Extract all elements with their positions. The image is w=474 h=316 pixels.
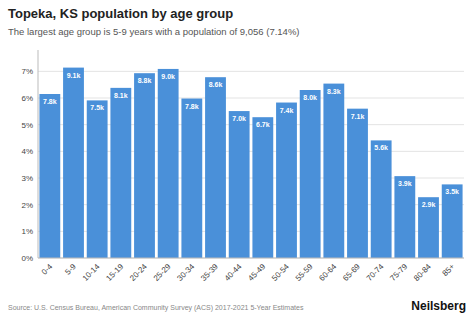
bar-label: 7.8k: [185, 103, 199, 110]
bar-label: 8.6k: [209, 81, 223, 88]
bar: [110, 88, 131, 258]
bar: [87, 100, 108, 258]
source: Source: U.S. Census Bureau, American Com…: [8, 304, 304, 312]
bar: [323, 84, 344, 258]
x-tick-label: 50-54: [270, 262, 291, 283]
x-tick-label: 30-34: [175, 262, 196, 283]
subtitle: The largest age group is 5-9 years with …: [8, 26, 300, 37]
bar-label: 3.9k: [398, 180, 412, 187]
x-tick-label: 25-29: [152, 262, 173, 283]
bar: [63, 68, 84, 258]
chart: Topeka, KS population by age group The la…: [0, 0, 474, 316]
bar-label: 7.8k: [43, 98, 57, 105]
grid-line: [38, 98, 464, 99]
bar: [300, 90, 321, 258]
grid-line: [38, 258, 464, 259]
bar: [158, 69, 179, 258]
bar: [229, 111, 250, 258]
bar: [347, 109, 368, 258]
bar-label: 2.9k: [422, 201, 436, 208]
y-tick-label: 1%: [21, 227, 33, 236]
bar-label: 5.6k: [374, 144, 388, 151]
bar-label: 6.7k: [256, 121, 270, 128]
bar: [418, 197, 439, 258]
x-tick-label: 45-49: [246, 262, 267, 283]
y-tick-label: 4%: [21, 147, 33, 156]
x-tick-label: 20-24: [128, 262, 149, 283]
x-tick-label: 15-19: [104, 262, 125, 283]
bar: [252, 117, 273, 258]
bar-label: 7.0k: [232, 115, 246, 122]
bar-label: 8.8k: [138, 77, 152, 84]
bar: [371, 140, 392, 258]
bars: [39, 68, 462, 258]
x-tick-label: 70-74: [365, 262, 386, 283]
x-tick-label: 0-4: [40, 262, 55, 277]
y-tick-label: 2%: [21, 201, 33, 210]
y-tick-label: 0%: [21, 254, 33, 263]
bar: [39, 94, 60, 258]
y-tick-label: 6%: [21, 94, 33, 103]
y-tick-label: 3%: [21, 174, 33, 183]
y-axis-line: [38, 50, 39, 258]
bar-label: 8.1k: [114, 92, 128, 99]
bar: [394, 176, 415, 258]
x-tick-label: 60-64: [317, 262, 338, 283]
x-axis-line: [38, 258, 464, 259]
x-tick-label: 65-69: [341, 262, 362, 283]
bar-label: 8.3k: [327, 88, 341, 95]
bar: [181, 99, 202, 258]
grid-line: [38, 71, 464, 72]
bar: [442, 184, 463, 258]
y-tick-label: 5%: [21, 121, 33, 130]
x-tick-label: 75-79: [388, 262, 409, 283]
x-tick-label: 10-14: [81, 262, 102, 283]
bar-label: 9.0k: [161, 73, 175, 80]
bar-label: 9.1k: [67, 72, 81, 79]
bar: [276, 103, 297, 258]
bar-label: 8.0k: [303, 94, 317, 101]
bar: [134, 73, 155, 258]
branding: Neilsberg: [411, 299, 466, 313]
y-tick-label: 7%: [21, 67, 33, 76]
x-tick-label: 5-9: [63, 262, 78, 277]
bar-label: 7.5k: [90, 104, 104, 111]
x-tick-label: 35-39: [199, 262, 220, 283]
bar-label: 3.5k: [445, 188, 459, 195]
title: Topeka, KS population by age group: [8, 6, 233, 21]
x-tick-label: 85+: [441, 262, 457, 278]
x-tick-label: 80-84: [412, 262, 433, 283]
x-tick-label: 55-59: [294, 262, 315, 283]
bar: [205, 77, 226, 258]
bar-label: 7.4k: [280, 107, 294, 114]
bar-label: 7.1k: [351, 113, 365, 120]
x-tick-label: 40-44: [223, 262, 244, 283]
